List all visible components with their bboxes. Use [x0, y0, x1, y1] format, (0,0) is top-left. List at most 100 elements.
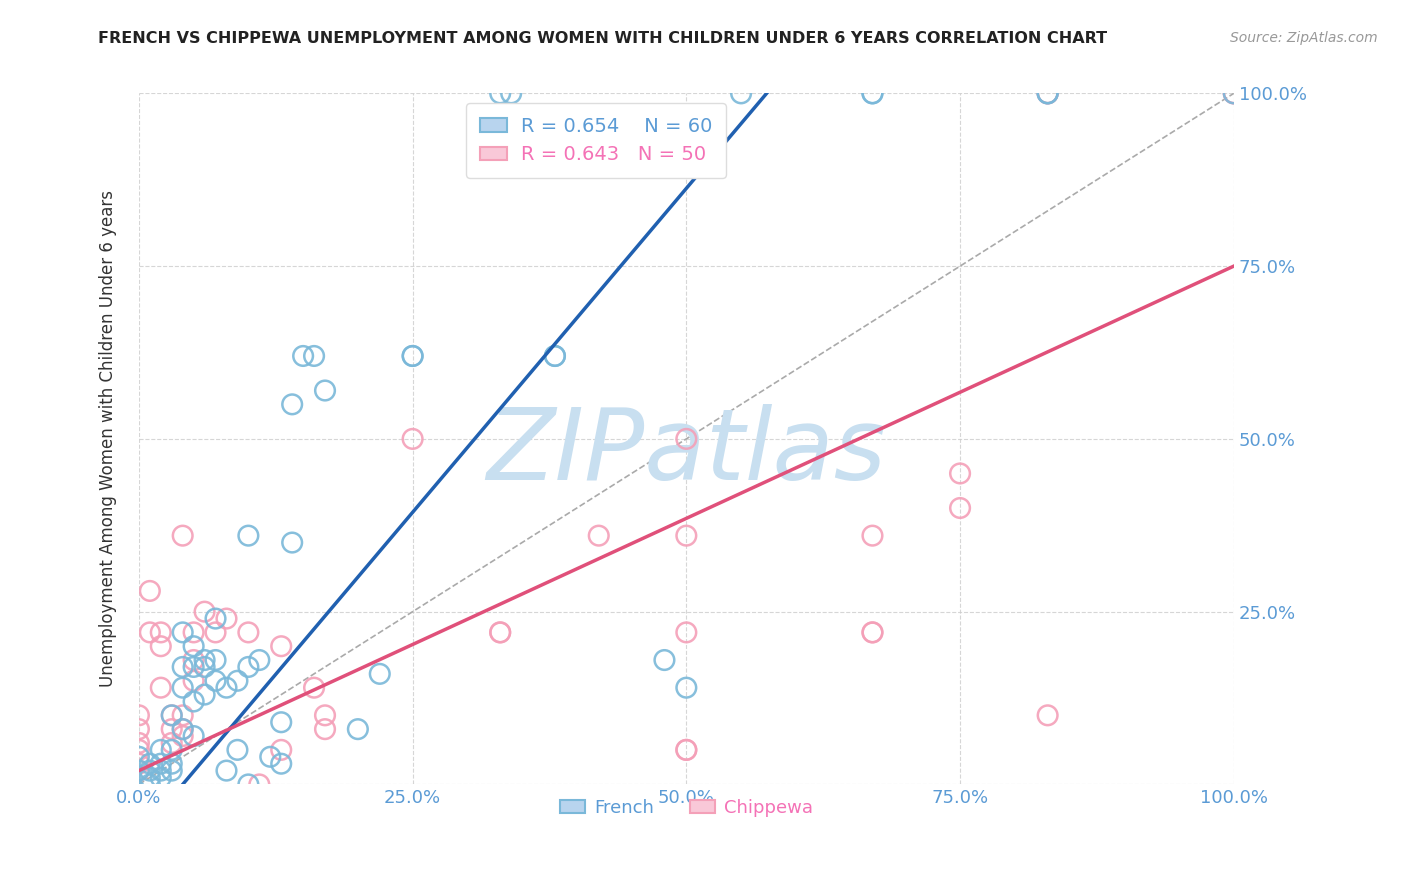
Point: [862, 87, 884, 101]
Point: [215, 764, 238, 778]
Point: [128, 756, 150, 771]
Point: [401, 349, 423, 363]
Point: [160, 708, 183, 723]
Point: [544, 349, 567, 363]
Point: [128, 736, 150, 750]
Point: [368, 666, 391, 681]
Point: [314, 708, 336, 723]
Point: [128, 749, 150, 764]
Point: [204, 611, 226, 625]
Point: [194, 688, 217, 702]
Point: [183, 729, 205, 743]
Point: [270, 743, 292, 757]
Point: [675, 528, 697, 542]
Point: [588, 528, 610, 542]
Point: [194, 653, 217, 667]
Point: [139, 625, 162, 640]
Point: [183, 639, 205, 653]
Legend: French, Chippewa: French, Chippewa: [553, 791, 820, 824]
Point: [292, 349, 315, 363]
Point: [139, 764, 162, 778]
Point: [160, 743, 183, 757]
Point: [314, 722, 336, 736]
Point: [139, 777, 162, 791]
Point: [128, 708, 150, 723]
Point: [1036, 87, 1059, 101]
Point: [281, 397, 304, 411]
Point: [270, 639, 292, 653]
Point: [172, 722, 194, 736]
Point: [194, 605, 217, 619]
Point: [128, 764, 150, 778]
Point: [675, 743, 697, 757]
Point: [654, 653, 676, 667]
Point: [1036, 708, 1059, 723]
Point: [281, 535, 304, 549]
Y-axis label: Unemployment Among Women with Children Under 6 years: Unemployment Among Women with Children U…: [100, 190, 117, 688]
Point: [949, 501, 972, 516]
Point: [247, 653, 270, 667]
Point: [183, 653, 205, 667]
Point: [675, 681, 697, 695]
Point: [1223, 87, 1246, 101]
Point: [238, 777, 260, 791]
Point: [238, 660, 260, 674]
Point: [172, 660, 194, 674]
Point: [149, 681, 172, 695]
Point: [160, 764, 183, 778]
Point: [215, 681, 238, 695]
Text: Source: ZipAtlas.com: Source: ZipAtlas.com: [1230, 31, 1378, 45]
Point: [862, 625, 884, 640]
Point: [149, 756, 172, 771]
Point: [489, 625, 512, 640]
Point: [160, 722, 183, 736]
Point: [149, 743, 172, 757]
Point: [183, 625, 205, 640]
Point: [194, 660, 217, 674]
Point: [501, 87, 523, 101]
Point: [204, 625, 226, 640]
Point: [172, 625, 194, 640]
Point: [347, 722, 370, 736]
Point: [204, 653, 226, 667]
Point: [1036, 87, 1059, 101]
Text: FRENCH VS CHIPPEWA UNEMPLOYMENT AMONG WOMEN WITH CHILDREN UNDER 6 YEARS CORRELAT: FRENCH VS CHIPPEWA UNEMPLOYMENT AMONG WO…: [98, 31, 1108, 46]
Point: [139, 756, 162, 771]
Point: [149, 625, 172, 640]
Point: [226, 743, 249, 757]
Point: [204, 673, 226, 688]
Point: [862, 87, 884, 101]
Point: [139, 583, 162, 598]
Point: [489, 87, 512, 101]
Point: [172, 729, 194, 743]
Point: [238, 528, 260, 542]
Point: [1223, 87, 1246, 101]
Point: [183, 673, 205, 688]
Point: [172, 681, 194, 695]
Point: [160, 736, 183, 750]
Point: [172, 528, 194, 542]
Point: [862, 528, 884, 542]
Point: [215, 611, 238, 625]
Point: [675, 625, 697, 640]
Point: [128, 722, 150, 736]
Point: [675, 743, 697, 757]
Point: [730, 87, 752, 101]
Point: [270, 715, 292, 730]
Point: [128, 743, 150, 757]
Point: [949, 467, 972, 481]
Point: [149, 771, 172, 785]
Text: ZIPatlas: ZIPatlas: [486, 404, 886, 501]
Point: [149, 639, 172, 653]
Point: [160, 708, 183, 723]
Point: [544, 349, 567, 363]
Point: [128, 764, 150, 778]
Point: [1036, 87, 1059, 101]
Point: [149, 764, 172, 778]
Point: [1223, 87, 1246, 101]
Point: [238, 625, 260, 640]
Point: [401, 349, 423, 363]
Point: [259, 749, 281, 764]
Point: [139, 771, 162, 785]
Point: [1036, 87, 1059, 101]
